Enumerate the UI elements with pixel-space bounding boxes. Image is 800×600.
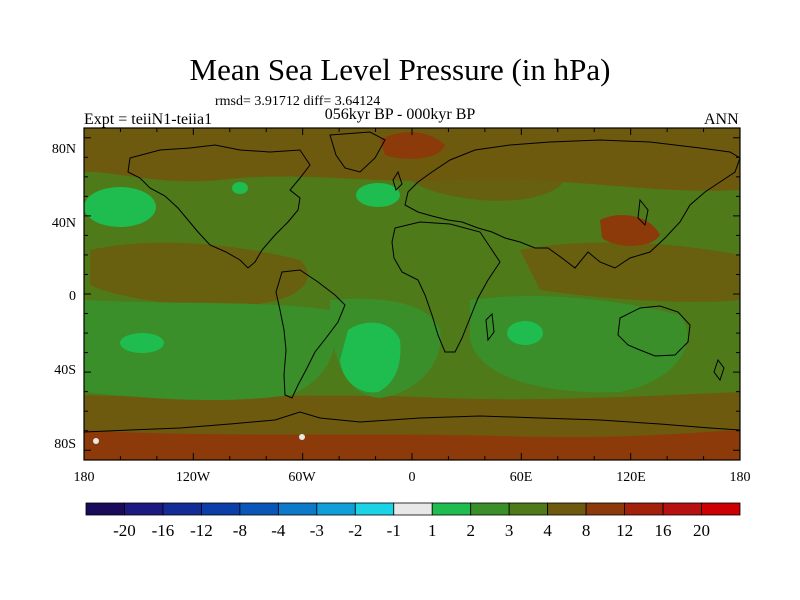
coast-australia	[617, 305, 691, 357]
colorbar-label: -4	[271, 521, 286, 540]
colorbar-swatch	[316, 502, 356, 516]
field-spot-1	[299, 434, 305, 440]
colorbar-swatch	[547, 502, 587, 516]
colorbar-label: -12	[190, 521, 213, 540]
lon-label-180e: 180	[730, 470, 751, 485]
lon-label-120w: 120W	[176, 470, 211, 485]
colorbar-label: 2	[466, 521, 475, 540]
axis-ticks	[83, 128, 741, 460]
colorbar-label: 20	[693, 521, 710, 540]
colorbar-label: 3	[505, 521, 514, 540]
lon-label-180w: 180	[74, 470, 95, 485]
field-lowgreen-indian	[470, 295, 688, 393]
colorbar-swatch	[277, 502, 318, 516]
field-low-indian	[507, 321, 543, 345]
colorbar-label: -16	[152, 521, 175, 540]
colorbar-swatch	[431, 502, 472, 516]
coast-antarctica	[84, 411, 740, 433]
colorbar-swatch	[624, 502, 664, 516]
colorbar-label: -2	[348, 521, 362, 540]
field-tropics-west	[90, 242, 308, 306]
colorbar-swatch	[239, 502, 279, 516]
colorbar-swatch	[124, 502, 164, 516]
lon-label-120e: 120E	[616, 470, 646, 485]
lat-label-40s: 40S	[54, 363, 76, 378]
field-low-spacific	[120, 333, 164, 353]
lat-label-40n: 40N	[52, 216, 76, 231]
field-low-canada	[232, 182, 248, 194]
colorbar-swatch	[162, 502, 202, 516]
coast-nz	[713, 358, 725, 382]
field-tropics-east	[520, 242, 740, 302]
lon-axis: 180 120W 60W 0 60E 120E 180	[74, 470, 751, 485]
colorbar-label: -1	[387, 521, 401, 540]
lon-label-0: 0	[409, 470, 416, 485]
colorbar-swatch	[701, 502, 741, 516]
season-label: ANN	[704, 111, 739, 128]
colorbar-label: 4	[543, 521, 552, 540]
colorbar-label: -3	[310, 521, 324, 540]
coast-africa	[391, 221, 501, 353]
field-lowgreen-pacific	[84, 300, 336, 401]
coast-eurasia	[404, 139, 740, 269]
colorbar-label: 1	[428, 521, 437, 540]
map-title: Mean Sea Level Pressure (in hPa)	[189, 52, 611, 87]
colorbar-swatch	[662, 502, 702, 516]
field-low-natlantic	[356, 183, 400, 207]
field-high-south	[84, 430, 740, 460]
coastlines	[84, 131, 740, 433]
colorbar-swatch	[354, 502, 395, 516]
experiment-label: Expt = teiiN1-teiia1	[84, 111, 213, 128]
coast-uk	[392, 170, 403, 191]
coast-north-america	[127, 144, 311, 269]
colorbar-swatch	[585, 502, 625, 516]
colorbar-label: 12	[616, 521, 633, 540]
coast-madagascar	[485, 312, 495, 342]
colorbar-label: 8	[582, 521, 591, 540]
stats-label: rmsd= 3.91712 diff= 3.64124	[215, 94, 381, 109]
colorbar-swatch	[393, 502, 433, 516]
field-eurasia	[399, 153, 566, 201]
field-low-satlantic	[340, 322, 401, 393]
colorbar-labels: -20 -16 -12 -8 -4 -3 -2 -1 1 2 3 4 8 12 16 20	[113, 521, 710, 540]
period-label: 056kyr BP - 000kyr BP	[324, 106, 476, 123]
lat-label-0: 0	[69, 289, 76, 304]
lat-axis: 80N 40N 0 40S 80S	[52, 142, 76, 452]
field-spot-2	[93, 438, 99, 444]
colorbar-label: -20	[113, 521, 136, 540]
field-low-npacific	[84, 187, 156, 227]
colorbar	[85, 502, 741, 516]
colorbar-swatch	[508, 502, 549, 516]
colorbar-swatch	[470, 502, 510, 516]
colorbar-swatch	[85, 502, 125, 516]
colorbar-label: -8	[233, 521, 247, 540]
coast-greenland	[329, 131, 386, 173]
coast-japan	[637, 198, 649, 227]
pressure-field	[84, 128, 740, 460]
field-high-1	[380, 132, 445, 159]
lon-label-60e: 60E	[510, 470, 533, 485]
colorbar-label: 16	[655, 521, 672, 540]
lat-label-80s: 80S	[54, 437, 76, 452]
colorbar-swatch	[201, 502, 241, 516]
lat-label-80n: 80N	[52, 142, 76, 157]
coast-south-america	[275, 269, 346, 399]
lon-label-60w: 60W	[288, 470, 316, 485]
